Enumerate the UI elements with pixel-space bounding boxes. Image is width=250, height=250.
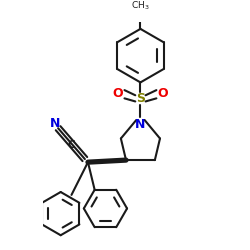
Text: S: S: [136, 92, 145, 105]
Text: CH$_3$: CH$_3$: [131, 0, 150, 12]
Text: O: O: [112, 87, 123, 100]
Text: C: C: [68, 140, 75, 150]
Text: O: O: [158, 87, 168, 100]
Text: N: N: [135, 118, 145, 130]
Text: N: N: [50, 117, 61, 130]
